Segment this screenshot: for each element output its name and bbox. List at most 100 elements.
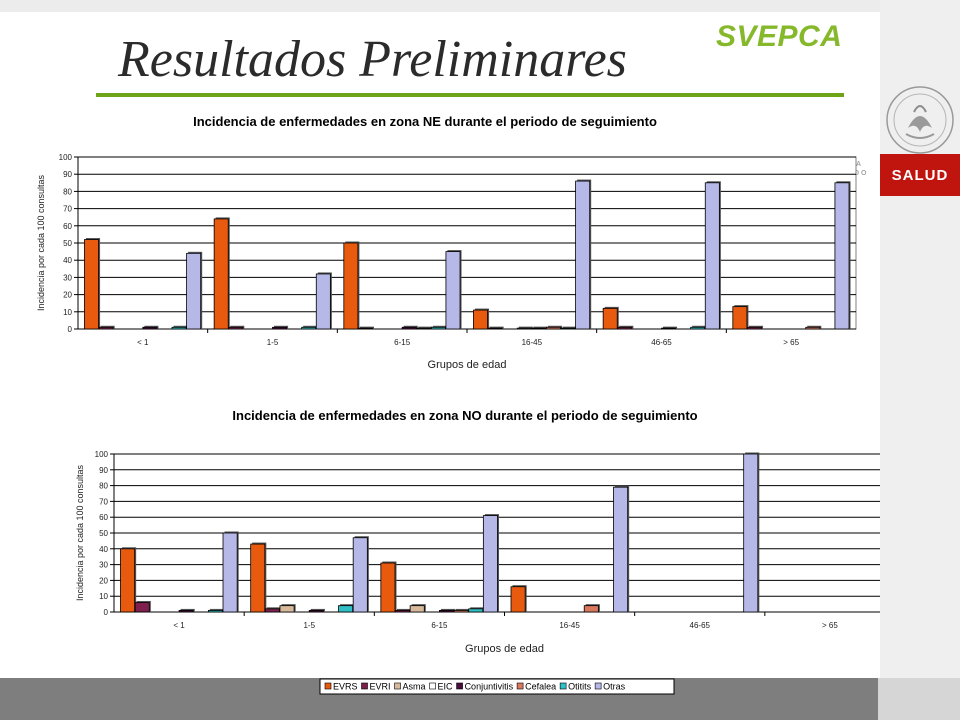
bar-otras [704,182,720,330]
bar-evrs [120,548,136,613]
legend-swatch-eic [429,682,436,690]
bar-cefalea [805,326,821,330]
bar-otitits [468,608,484,613]
y-tick-label: 40 [63,256,72,265]
bar-asma [279,605,295,613]
y-tick-label: 70 [63,205,72,214]
legend-swatch-evri [361,682,368,690]
y-tick-label: 0 [68,325,73,334]
legend-label-cefalea: Cefalea [525,682,556,692]
bottom-band-right [878,678,960,720]
bar-otitits [430,326,446,330]
legend: EVRS EVRI Asma EIC Conjuntivitis Cefalea Otiti… [319,678,675,695]
bar-conjuntivitis [531,327,547,330]
y-tick-label: 20 [63,291,72,300]
y-tick-label: 0 [104,608,109,617]
bar-cefalea [583,605,599,613]
bar-evrs [510,586,526,613]
bar-evri [264,608,280,613]
x-tick-label: 6-15 [431,621,448,630]
mexico-coat-of-arms-logo [886,86,954,154]
legend-swatch-otitits [559,682,567,690]
legend-swatch-cefalea [516,682,524,690]
x-tick-label: > 65 [822,621,838,630]
bar-otras [575,180,591,330]
bar-evri [487,327,503,330]
bar-conjuntivitis [661,327,676,330]
bar-evri [747,326,762,330]
chart-ne: Incidencia de enfermedades en zona NE du… [36,114,857,371]
bar-asma [409,605,425,613]
y-tick-label: 20 [99,576,108,585]
y-tick-label: 100 [59,153,73,162]
brand-name: SVEPCA [716,20,843,53]
bar-cefalea [546,326,561,330]
y-tick-label: 50 [63,239,72,248]
legend-label-evrs: EVRS [333,682,358,692]
bar-evrs [380,562,396,613]
legend-label-otitits: Otitits [568,682,592,692]
bar-cefalea [416,327,432,330]
y-tick-label: 90 [63,170,72,179]
bar-conjuntivitis [272,326,287,330]
y-tick-label: 50 [99,529,108,538]
bar-evri [395,610,411,613]
y-tick-label: 90 [99,466,108,475]
bar-otras [315,273,331,330]
salud-badge: SALUD [880,154,960,196]
bar-evrs [213,218,229,330]
chart-no: Incidencia de enfermedades en zona NO du… [75,408,880,695]
y-tick-label: 60 [99,513,108,522]
bar-otitits [560,327,576,330]
legend-label-asma: Asma [403,682,426,692]
chart-title: Incidencia de enfermedades en zona NO du… [232,408,697,423]
legend-swatch-conjuntivitis [456,682,463,690]
bar-evrs [732,306,748,330]
x-tick-label: 1-5 [303,621,315,630]
bar-conjuntivitis [401,326,417,330]
bar-otitits [207,610,223,613]
x-tick-label: 16-45 [559,621,580,630]
y-tick-label: 80 [99,482,108,491]
bar-evrs [250,543,266,613]
y-tick-label: 40 [99,545,108,554]
top-band [0,0,880,12]
bar-evri [134,602,150,613]
bar-otras [222,532,238,613]
y-tick-label: 10 [99,592,108,601]
bar-evrs [473,309,488,330]
y-tick-label: 10 [63,308,72,317]
x-tick-label: 46-65 [690,621,711,630]
legend-box [319,678,675,695]
y-axis-title: Incidencia por cada 100 consultas [75,464,85,601]
chart-title: Incidencia de enfermedades en zona NE du… [193,114,657,129]
y-tick-label: 70 [99,497,108,506]
legend-swatch-asma [394,682,401,690]
legend-label-conjuntivitis: Conjuntivitis [465,682,514,692]
legend-label-otras: Otras [603,682,626,692]
bar-otitits [690,326,706,330]
legend-swatch-otras [594,682,602,690]
bar-otras [482,515,498,613]
bar-conjuntivitis [439,610,454,613]
bar-otras [613,486,629,613]
bar-otras [186,252,202,330]
x-tick-label: > 65 [783,338,799,347]
bar-eic [516,327,532,330]
bar-evrs [84,239,99,330]
bar-conjuntivitis [178,610,194,613]
bar-conjuntivitis [308,610,324,613]
legend-label-eic: EIC [438,682,454,692]
y-tick-label: 60 [63,222,72,231]
x-axis-title: Grupos de edad [428,359,507,371]
y-axis-title: Incidencia por cada 100 consultas [36,174,46,311]
legend-label-evri: EVRI [370,682,391,692]
bar-otitits [171,326,187,330]
x-tick-label: 16-45 [522,338,543,347]
slide-title: Resultados Preliminares [118,31,627,88]
x-tick-label: 6-15 [394,338,411,347]
x-tick-label: 1-5 [267,338,279,347]
title-underline [96,93,844,97]
bar-evri [617,326,633,330]
